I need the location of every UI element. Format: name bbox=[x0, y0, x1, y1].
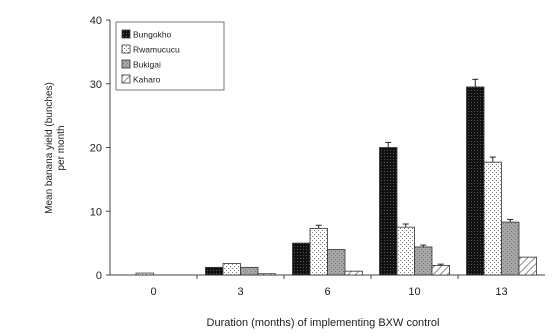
bar-rwamucucu-13 bbox=[483, 161, 502, 276]
x-tick-label: 10 bbox=[408, 286, 420, 298]
legend-swatch-rwamucucu bbox=[121, 44, 131, 54]
bar-kaharo-10 bbox=[431, 265, 450, 276]
legend-label-bungokho: Bungokho bbox=[133, 30, 172, 40]
bar-rwamucucu-6 bbox=[309, 228, 328, 276]
bar-bungokho-13 bbox=[466, 86, 485, 276]
bar-bungokho-6 bbox=[292, 242, 311, 276]
bar-bukigai-6 bbox=[327, 249, 346, 276]
x-tick-label: 13 bbox=[495, 286, 507, 298]
bar-bukigai-3 bbox=[240, 266, 259, 276]
bar-bungokho-10 bbox=[379, 147, 398, 276]
x-tick-label: 6 bbox=[324, 286, 330, 298]
bar-bukigai-10 bbox=[414, 246, 433, 276]
y-tick-label: 10 bbox=[90, 206, 102, 218]
y-tick-label: 0 bbox=[96, 270, 102, 282]
x-axis-ticks: 0 3 6 10 13 bbox=[150, 275, 508, 298]
legend-label-rwamucucu: Rwamucucu bbox=[133, 45, 180, 55]
legend-swatch-kaharo bbox=[121, 74, 131, 84]
y-tick-label: 20 bbox=[90, 143, 102, 155]
bar-rwamucucu-0 bbox=[135, 272, 154, 276]
y-tick-label: 40 bbox=[90, 15, 102, 27]
x-tick-label: 3 bbox=[237, 286, 243, 298]
legend-label-kaharo: Kaharo bbox=[133, 75, 161, 85]
legend-swatch-bukigai bbox=[121, 59, 131, 69]
y-axis-ticks: 0 10 20 30 40 bbox=[90, 15, 110, 282]
bar-kaharo-6 bbox=[344, 270, 363, 276]
x-tick-label: 0 bbox=[150, 286, 156, 298]
y-axis-title-line-2: per month bbox=[56, 125, 67, 170]
bar-rwamucucu-3 bbox=[222, 263, 241, 276]
y-axis-title-line-1: Mean banana yield (bunches) bbox=[44, 82, 55, 214]
bar-bukigai-13 bbox=[501, 221, 520, 276]
bar-bungokho-3 bbox=[205, 266, 224, 276]
bar-kaharo-13 bbox=[518, 256, 537, 276]
y-tick-label: 30 bbox=[90, 79, 102, 91]
x-axis-title: Duration (months) of implementing BXW co… bbox=[207, 317, 440, 329]
legend-label-bukigai: Bukigai bbox=[133, 60, 161, 70]
bar-kaharo-3 bbox=[257, 273, 276, 276]
legend: Bungokho Rwamucucu Bukigai Kaharo bbox=[115, 21, 225, 91]
legend-box bbox=[115, 21, 225, 91]
bars bbox=[135, 78, 537, 276]
legend-swatch-bungokho bbox=[121, 29, 131, 39]
bar-rwamucucu-10 bbox=[396, 226, 415, 276]
